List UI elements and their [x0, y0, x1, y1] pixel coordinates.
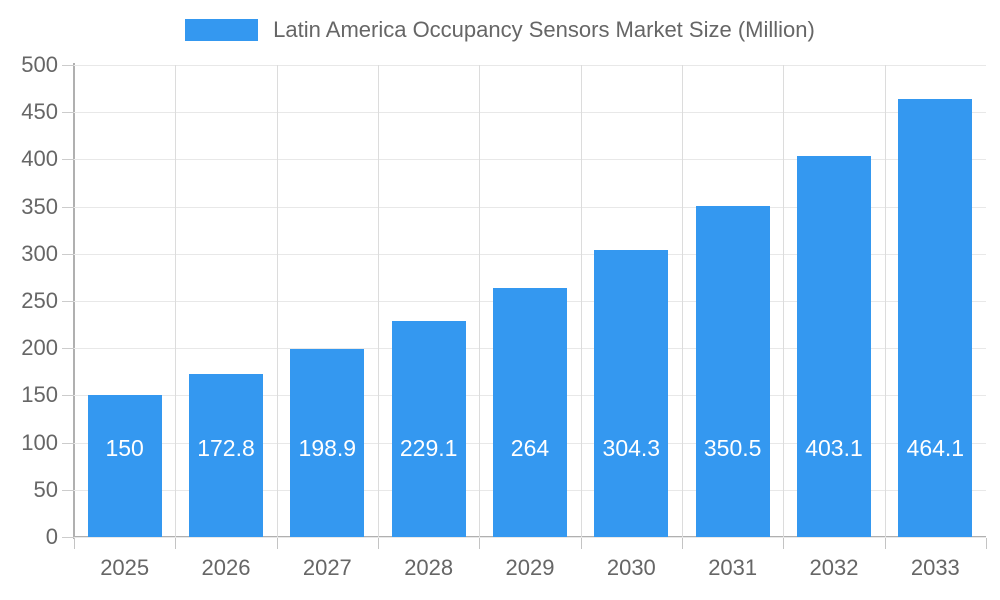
x-axis-tick-label: 2033	[910, 555, 960, 580]
y-axis-tick-label: 0	[45, 524, 58, 549]
x-gridline	[783, 65, 784, 537]
y-axis-labels: 0 50 100 150 200 250 300 350 400 450 500	[0, 0, 58, 600]
y-axis-tick	[62, 442, 74, 444]
bar-value-label: 464.1	[906, 435, 965, 461]
y-axis-tick	[62, 301, 74, 302]
bar[interactable]	[594, 249, 669, 537]
x-axis-tick-label: 2028	[404, 555, 454, 580]
bar[interactable]	[87, 395, 162, 537]
x-axis-tick-label: 2030	[606, 555, 656, 580]
x-axis-tick-label: 2026	[201, 555, 251, 580]
bar-value-label: 403.1	[805, 435, 863, 461]
x-axis-tick	[74, 538, 75, 549]
bar[interactable]	[290, 349, 365, 537]
x-gridline	[479, 65, 480, 537]
bar[interactable]	[797, 156, 871, 537]
x-axis-tick-label: 2032	[809, 555, 859, 580]
legend-color-swatch	[185, 19, 259, 41]
x-gridline	[378, 65, 379, 537]
y-axis-tick-label: 100	[21, 429, 58, 455]
chart-legend: Latin America Occupancy Sensors Market S…	[0, 14, 1000, 46]
x-axis-tick	[277, 538, 278, 549]
x-axis-tick-label: 2029	[505, 555, 555, 580]
y-axis-tick	[62, 348, 74, 350]
legend-item-label: Latin America Occupancy Sensors Market S…	[273, 17, 815, 42]
x-axis-tick	[175, 538, 176, 549]
bar-value-label: 350.5	[703, 435, 762, 461]
y-axis-tick-label: 500	[21, 52, 58, 77]
x-axis-tick	[885, 538, 886, 549]
bar-value-label: 264	[510, 435, 550, 461]
bar[interactable]	[898, 98, 973, 537]
y-axis-tick-label: 200	[21, 335, 58, 361]
x-axis-tick	[682, 538, 683, 549]
y-axis-tick-label: 450	[21, 99, 58, 125]
x-axis-tick-label: 2025	[100, 555, 150, 580]
y-gridline	[74, 206, 986, 208]
y-axis-tick	[62, 112, 74, 114]
bar-value-label: 304.3	[602, 435, 661, 461]
y-gridline	[74, 159, 986, 161]
bar-value-label: 172.8	[197, 435, 255, 461]
y-axis-tick	[62, 537, 74, 538]
x-gridline	[175, 65, 176, 537]
bar[interactable]	[391, 320, 466, 537]
y-axis-tick	[62, 206, 74, 208]
y-axis-tick-label: 300	[21, 240, 58, 266]
bar[interactable]	[493, 287, 567, 537]
plot-area: 150 172.8 198.9 229.1 264 304.3 350.5 403.1 464.…	[74, 65, 986, 538]
x-axis-tick	[986, 538, 987, 549]
x-axis-tick-label: 2031	[708, 555, 758, 580]
x-axis-tick	[479, 538, 480, 549]
y-axis-tick	[62, 65, 74, 66]
x-axis-tick-label: 2027	[302, 555, 352, 580]
x-axis-tick	[581, 538, 582, 549]
bar-value-label: 229.1	[399, 435, 458, 461]
y-axis-tick-label: 350	[21, 193, 58, 219]
y-gridline	[74, 253, 986, 255]
y-axis-tick	[62, 395, 74, 397]
y-gridline	[74, 65, 986, 66]
x-gridline	[682, 65, 683, 537]
legend-item-market-size[interactable]: Latin America Occupancy Sensors Market S…	[185, 19, 815, 41]
y-axis-tick	[62, 253, 74, 255]
bar[interactable]	[189, 373, 263, 537]
x-gridline	[581, 65, 582, 537]
y-gridline	[74, 537, 986, 538]
y-axis-tick-label: 250	[21, 288, 58, 313]
y-axis-tick	[62, 489, 74, 491]
y-axis-tick-label: 50	[33, 476, 58, 502]
bar-value-label: 198.9	[298, 435, 357, 461]
bar[interactable]	[695, 206, 770, 537]
y-gridline	[74, 112, 986, 114]
y-axis-tick	[62, 159, 74, 161]
y-axis-tick-label: 400	[21, 146, 58, 172]
x-gridline	[277, 65, 278, 537]
x-axis-tick	[378, 538, 379, 549]
x-axis-tick	[783, 538, 784, 549]
y-axis-tick-label: 150	[21, 382, 58, 408]
x-gridline	[885, 65, 886, 537]
bar-value-label: 150	[105, 435, 144, 461]
